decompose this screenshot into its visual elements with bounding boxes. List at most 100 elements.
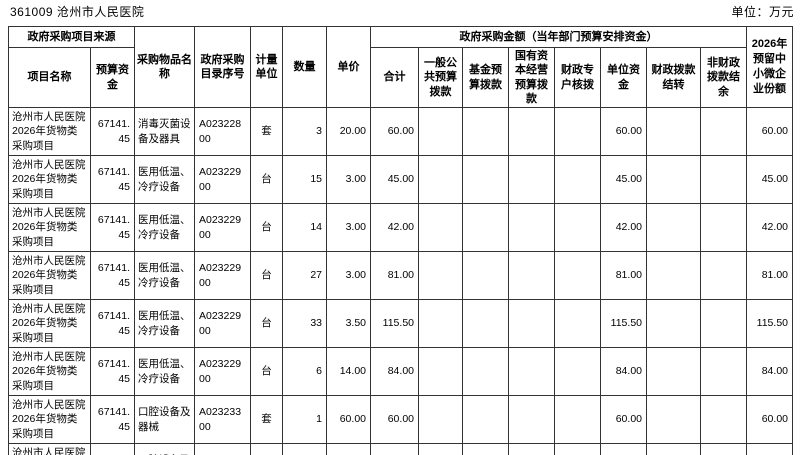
header-catalog-no: 政府采购目录序号 [194, 25, 251, 109]
fiscal-special-account-cell [554, 155, 601, 205]
measure-unit-cell: 台 [250, 203, 283, 253]
sme-reserved-cell: 81.00 [746, 251, 793, 301]
project-name-cell: 沧州市人民医院2026年货物类采购项目 [8, 251, 91, 301]
fiscal-special-account-cell [554, 251, 601, 301]
total-amount-cell: 42.00 [370, 203, 419, 253]
state-capital-budget-cell [508, 395, 555, 445]
state-capital-budget-cell [508, 347, 555, 397]
sme-reserved-cell: 42.00 [746, 203, 793, 253]
non-fiscal-balance-cell [700, 299, 747, 349]
measure-unit-cell: 台 [250, 299, 283, 349]
budget-funds-cell: 67141.45 [90, 347, 135, 397]
quantity-cell: 3 [282, 107, 327, 157]
unit-funds-cell: 115.50 [600, 299, 647, 349]
unit-label: 单位：万元 [731, 5, 794, 19]
fiscal-special-account-cell [554, 299, 601, 349]
state-capital-budget-cell [508, 299, 555, 349]
unit-price-cell: 3.00 [326, 251, 371, 301]
non-fiscal-balance-cell [700, 203, 747, 253]
measure-unit-cell: 台 [250, 155, 283, 205]
sme-reserved-cell: 45.00 [746, 155, 793, 205]
table-row: 沧州市人民医院2026年货物类采购项目 67141.45 医用低温、冷疗设备 A… [8, 299, 793, 349]
item-name-cell: 口腔设备及器械 [134, 395, 195, 445]
unit-funds-cell: 40.00 [600, 443, 647, 455]
non-fiscal-balance-cell [700, 395, 747, 445]
quantity-cell: 15 [282, 155, 327, 205]
item-name-cell: 消毒灭菌设备及器具 [134, 107, 195, 157]
sme-reserved-cell: 60.00 [746, 395, 793, 445]
project-name-cell: 沧州市人民医院2026年货物类采购项目 [8, 299, 91, 349]
header-state-capital-budget: 国有资本经营预算拨款 [508, 46, 555, 109]
fund-budget-cell [462, 299, 509, 349]
header-fiscal-special-account: 财政专户核拨 [554, 46, 601, 109]
general-public-budget-cell [418, 251, 463, 301]
project-name-cell: 沧州市人民医院2026年货物类采购项目 [8, 443, 91, 455]
catalog-no-cell: A02322900 [194, 347, 251, 397]
fiscal-carryover-cell [646, 443, 701, 455]
item-name-cell: 医用低温、冷疗设备 [134, 251, 195, 301]
fund-budget-cell [462, 107, 509, 157]
fiscal-special-account-cell [554, 107, 601, 157]
non-fiscal-balance-cell [700, 347, 747, 397]
project-name-cell: 沧州市人民医院2026年货物类采购项目 [8, 107, 91, 157]
item-name-cell: 医用低温、冷疗设备 [134, 347, 195, 397]
unit-price-cell: 40.00 [326, 443, 371, 455]
header-unit-price: 单价 [326, 25, 371, 109]
general-public-budget-cell [418, 299, 463, 349]
quantity-cell: 6 [282, 347, 327, 397]
fund-budget-cell [462, 203, 509, 253]
measure-unit-cell: 台 [250, 251, 283, 301]
unit-price-cell: 14.00 [326, 347, 371, 397]
fund-budget-cell [462, 155, 509, 205]
measure-unit-cell: 台 [250, 347, 283, 397]
general-public-budget-cell [418, 203, 463, 253]
table-header: 政府采购项目来源 采购物品名称 政府采购目录序号 计量单位 数量 单价 政府采购… [8, 25, 793, 109]
non-fiscal-balance-cell [700, 155, 747, 205]
sme-reserved-cell: 60.00 [746, 107, 793, 157]
state-capital-budget-cell [508, 443, 555, 455]
header-project-name: 项目名称 [8, 46, 91, 109]
budget-funds-cell: 67141.45 [90, 107, 135, 157]
header-fiscal-carryover: 财政拨款结转 [646, 46, 701, 109]
fund-budget-cell [462, 395, 509, 445]
general-public-budget-cell [418, 443, 463, 455]
table-row: 沧州市人民医院2026年货物类采购项目 67141.45 口腔设备及器械 A02… [8, 395, 793, 445]
header-total: 合计 [370, 46, 419, 109]
measure-unit-cell: 套 [250, 107, 283, 157]
sme-reserved-cell: 84.00 [746, 347, 793, 397]
unit-funds-cell: 60.00 [600, 395, 647, 445]
catalog-no-cell: A02322900 [194, 251, 251, 301]
header-item-name: 采购物品名称 [134, 25, 195, 109]
general-public-budget-cell [418, 155, 463, 205]
budget-funds-cell: 67141.45 [90, 251, 135, 301]
quantity-cell: 1 [282, 395, 327, 445]
table-body: 沧州市人民医院2026年货物类采购项目 67141.45 消毒灭菌设备及器具 A… [8, 107, 793, 455]
item-name-cell: 医用低温、冷疗设备 [134, 299, 195, 349]
quantity-cell: 27 [282, 251, 327, 301]
total-amount-cell: 84.00 [370, 347, 419, 397]
header-unit-funds: 单位资金 [600, 46, 647, 109]
procurement-table: 政府采购项目来源 采购物品名称 政府采购目录序号 计量单位 数量 单价 政府采购… [8, 25, 793, 455]
item-name-cell: 医用低温、冷疗设备 [134, 203, 195, 253]
unit-funds-cell: 84.00 [600, 347, 647, 397]
catalog-no-cell: A02322800 [194, 107, 251, 157]
state-capital-budget-cell [508, 107, 555, 157]
fund-budget-cell [462, 443, 509, 455]
header-quantity: 数量 [282, 25, 327, 109]
budget-funds-cell: 67141.45 [90, 203, 135, 253]
total-amount-cell: 45.00 [370, 155, 419, 205]
unit-funds-cell: 60.00 [600, 107, 647, 157]
table-row: 沧州市人民医院2026年货物类采购项目 67141.45 口腔设备及器械 A02… [8, 443, 793, 455]
table-row: 沧州市人民医院2026年货物类采购项目 67141.45 消毒灭菌设备及器具 A… [8, 107, 793, 157]
unit-funds-cell: 81.00 [600, 251, 647, 301]
fiscal-special-account-cell [554, 443, 601, 455]
project-name-cell: 沧州市人民医院2026年货物类采购项目 [8, 155, 91, 205]
state-capital-budget-cell [508, 203, 555, 253]
general-public-budget-cell [418, 395, 463, 445]
budget-funds-cell: 67141.45 [90, 299, 135, 349]
item-name-cell: 医用低温、冷疗设备 [134, 155, 195, 205]
document-header: 361009 沧州市人民医院 单位：万元 [0, 0, 800, 20]
measure-unit-cell: 套 [250, 395, 283, 445]
non-fiscal-balance-cell [700, 107, 747, 157]
